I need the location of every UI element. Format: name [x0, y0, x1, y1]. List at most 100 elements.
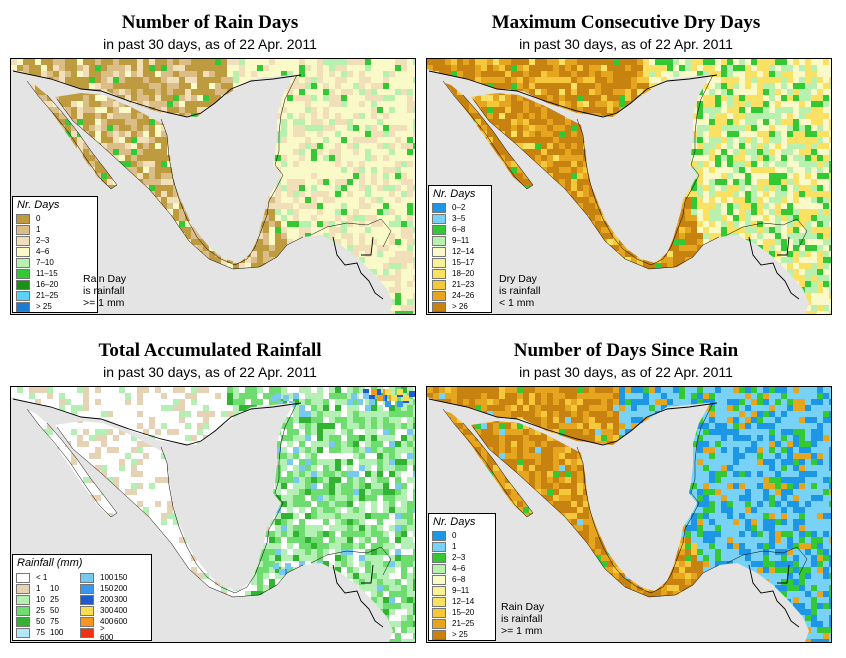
- legend-rows: < 1 100 150 1 10 150 200 10 25 200 300 25 50 300 400 50…: [13, 571, 151, 642]
- legend-item: 7–10: [13, 257, 97, 268]
- coastline-yucatan: [726, 546, 808, 576]
- rain-days-title: Number of Rain Days: [121, 12, 299, 33]
- coastline-gulf-california: [442, 80, 534, 190]
- rain-days-note: Rain Day is rainfall >= 1 mm: [83, 273, 126, 309]
- legend-swatch: [80, 583, 94, 594]
- since-rain-subtitle: in past 30 days, as of 22 Apr. 2011: [519, 364, 733, 380]
- legend-item: 50 75: [16, 616, 80, 627]
- legend-range-low: 100: [100, 573, 114, 582]
- legend-item: 16–20: [13, 279, 97, 290]
- legend-swatch: [16, 605, 30, 616]
- legend-swatch: [432, 585, 446, 596]
- legend-swatch: [16, 290, 30, 301]
- legend-item: 18–20: [429, 268, 491, 279]
- legend-range-low: 200: [100, 595, 114, 604]
- legend-label: 7–10: [36, 258, 54, 267]
- dry-days-note: Dry Day is rainfall < 1 mm: [499, 273, 540, 309]
- legend-swatch: [432, 563, 446, 574]
- dry-days-title: Maximum Consecutive Dry Days: [491, 12, 761, 33]
- since-rain-title: Number of Days Since Rain: [513, 340, 739, 361]
- legend-item: 10 25: [16, 594, 80, 605]
- legend-range-low: 150: [100, 584, 114, 593]
- legend-range-low: 300: [100, 606, 114, 615]
- legend-swatch: [432, 301, 446, 312]
- legend-label: 0: [36, 214, 41, 223]
- legend-label: 6–8: [452, 225, 466, 234]
- legend-item: 2–3: [13, 235, 97, 246]
- coastline-gulf: [576, 74, 714, 266]
- legend-swatch: [16, 235, 30, 246]
- coastline-gulf-california: [26, 408, 118, 518]
- legend-label: 21–23: [452, 280, 475, 289]
- dry-days-map: Nr. Days 0–2 3–5 6–8 9–11 12–14 15–17 18–20 21–…: [426, 58, 832, 315]
- legend-title: Nr. Days: [17, 199, 60, 211]
- legend-item: 75 100: [16, 627, 80, 638]
- border-us-mexico: [428, 70, 718, 118]
- rainfall-title: Total Accumulated Rainfall: [98, 340, 322, 361]
- legend-swatch: [432, 574, 446, 585]
- legend-swatch: [432, 257, 446, 268]
- legend-title: Nr. Days: [433, 516, 476, 528]
- legend-item: 2–3: [429, 552, 495, 563]
- legend-range-low: 25: [36, 606, 45, 615]
- legend-swatch: [16, 213, 30, 224]
- legend-swatch: [16, 257, 30, 268]
- legend-label: 21–25: [36, 291, 59, 300]
- legend-range-low: 400: [100, 617, 114, 626]
- legend-swatch: [432, 202, 446, 213]
- legend-swatch: [16, 572, 30, 583]
- legend-label: 9–11: [452, 236, 470, 245]
- legend-swatch: [80, 572, 94, 583]
- border-guatemala: [748, 564, 800, 628]
- legend-item: 9–11: [429, 235, 491, 246]
- legend-item: 24–26: [429, 290, 491, 301]
- coastline-pacific: [56, 98, 304, 270]
- legend-range-high: 200: [114, 584, 128, 593]
- legend-range-high: 75: [50, 617, 59, 626]
- legend-swatch: [432, 629, 446, 640]
- legend-label: 1: [36, 225, 41, 234]
- border-us-mexico: [428, 398, 718, 446]
- legend-range-low: 50: [36, 617, 45, 626]
- legend-item: > 600: [80, 624, 144, 642]
- legend-label: > 26: [452, 302, 468, 311]
- legend-swatch: [432, 552, 446, 563]
- legend-label: 4–6: [452, 564, 466, 573]
- legend-label: 16–20: [36, 280, 59, 289]
- note-line: Dry Day: [499, 273, 537, 285]
- legend-range-high: 50: [50, 606, 59, 615]
- legend-range-low: 75: [36, 628, 45, 637]
- note-line: >= 1 mm: [501, 625, 543, 637]
- rainfall-legend: Rainfall (mm) < 1 100 150 1 10 150 200 10 25 200 3…: [12, 554, 152, 642]
- legend-range-high: 300: [114, 595, 128, 604]
- legend-label: > 25: [452, 630, 468, 639]
- coastline-gulf: [576, 402, 714, 594]
- coastline-gulf: [160, 74, 298, 266]
- legend-swatch: [80, 627, 94, 638]
- coastline-yucatan: [726, 218, 808, 248]
- note-line: Rain Day: [501, 601, 545, 613]
- legend-swatch: [16, 268, 30, 279]
- legend-label: > 25: [36, 302, 52, 311]
- border-guatemala: [332, 236, 384, 300]
- legend-label: 9–11: [452, 586, 470, 595]
- legend-item: 0: [13, 213, 97, 224]
- legend-label: 11–15: [36, 269, 58, 278]
- legend-label: 12–14: [452, 247, 475, 256]
- legend-item: 300 400: [80, 605, 144, 616]
- legend-label: 0–2: [452, 203, 466, 212]
- border-guatemala: [332, 564, 384, 628]
- dry-days-subtitle: in past 30 days, as of 22 Apr. 2011: [519, 36, 733, 52]
- legend-swatch: [80, 605, 94, 616]
- coastline-pacific: [472, 426, 720, 598]
- legend-item: < 1: [16, 572, 80, 583]
- legend-range-low: > 600: [100, 623, 114, 642]
- legend-label: 24–26: [452, 291, 475, 300]
- legend-label: 6–8: [452, 575, 466, 584]
- legend-swatch: [16, 583, 30, 594]
- legend-swatch: [432, 290, 446, 301]
- legend-item: 400 600: [80, 616, 144, 627]
- coastline-yucatan: [310, 218, 392, 248]
- legend-item: 3–5: [429, 213, 491, 224]
- coastline-pacific: [56, 426, 304, 598]
